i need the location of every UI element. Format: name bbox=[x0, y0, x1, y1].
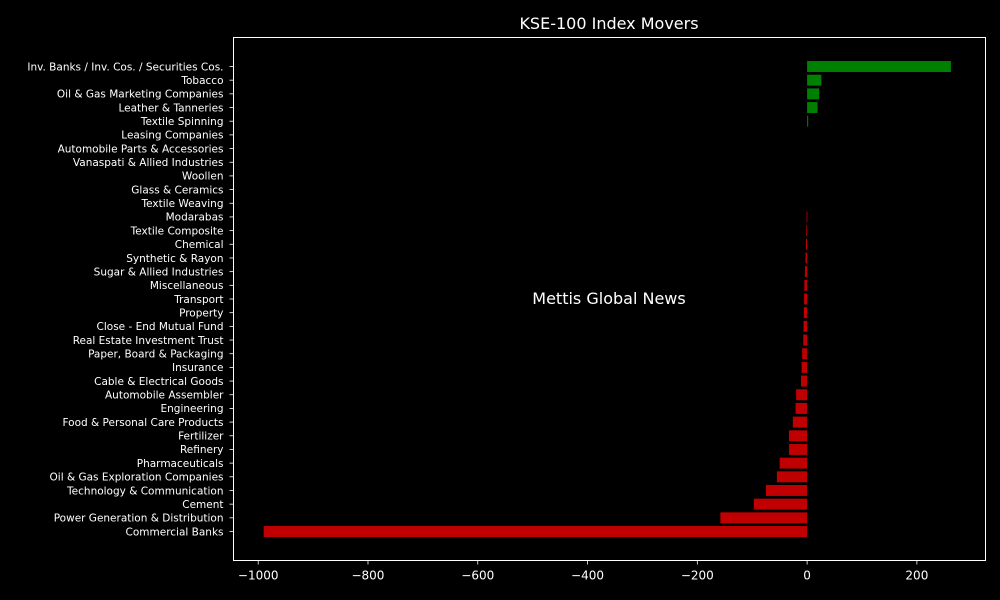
bar-cement bbox=[753, 498, 808, 510]
bar-close-end-mutual-fund bbox=[803, 320, 808, 332]
category-label-transport: Transport bbox=[173, 294, 223, 306]
bar-technology-communication bbox=[765, 485, 808, 496]
category-label-cement: Cement bbox=[182, 499, 223, 511]
category-label-textile-spinning: Textile Spinning bbox=[140, 116, 224, 128]
bar-oil-gas-exploration-companies bbox=[776, 471, 808, 483]
category-label-engineering: Engineering bbox=[161, 403, 224, 415]
bar-real-estate-investment-trust bbox=[803, 334, 808, 346]
category-label-glass-ceramics: Glass & Ceramics bbox=[131, 184, 223, 196]
bar-pharmaceuticals bbox=[779, 457, 808, 469]
category-label-cable-electrical-goods: Cable & Electrical Goods bbox=[94, 376, 223, 388]
x-tick-label: −600 bbox=[461, 569, 494, 583]
category-label-vanaspati-allied-industries: Vanaspati & Allied Industries bbox=[73, 157, 224, 169]
category-labels: Inv. Banks / Inv. Cos. / Securities Cos.… bbox=[27, 61, 234, 538]
category-label-leather-tanneries: Leather & Tanneries bbox=[118, 102, 223, 114]
category-label-tobacco: Tobacco bbox=[180, 75, 223, 87]
category-label-technology-communication: Technology & Communication bbox=[66, 485, 223, 497]
bar-fertilizer bbox=[788, 430, 808, 442]
bar-sugar-allied-industries bbox=[804, 266, 808, 278]
category-label-textile-weaving: Textile Weaving bbox=[141, 198, 224, 210]
bar-inv-banks-inv-cos-securities-cos bbox=[807, 61, 951, 72]
bar-leather-tanneries bbox=[807, 102, 818, 113]
chart-title: KSE-100 Index Movers bbox=[519, 14, 698, 33]
x-tick-label: −200 bbox=[681, 569, 714, 583]
category-label-woollen: Woollen bbox=[182, 171, 224, 183]
category-label-sugar-allied-industries: Sugar & Allied Industries bbox=[94, 266, 224, 278]
x-tick-label: −800 bbox=[351, 569, 384, 583]
bar-food-personal-care-products bbox=[792, 416, 808, 428]
x-axis-ticks: −1000 −800 −600 −400 −200 0 200 bbox=[238, 560, 928, 583]
bar-chemical bbox=[806, 238, 808, 250]
bar-tobacco bbox=[807, 74, 822, 86]
category-label-food-personal-care-products: Food & Personal Care Products bbox=[62, 417, 223, 429]
x-tick-label: 200 bbox=[905, 569, 928, 583]
x-tick-label: 0 bbox=[803, 569, 811, 583]
bar-insurance bbox=[801, 361, 808, 373]
category-label-textile-composite: Textile Composite bbox=[130, 225, 224, 237]
category-label-close-end-mutual-fund: Close - End Mutual Fund bbox=[97, 321, 224, 333]
bar-group bbox=[263, 61, 951, 537]
bar-paper-board-packaging bbox=[802, 348, 808, 360]
category-label-modarabas: Modarabas bbox=[166, 212, 224, 224]
x-tick-label: −1000 bbox=[238, 569, 279, 583]
category-label-automobile-parts-accessories: Automobile Parts & Accessories bbox=[58, 143, 224, 155]
category-label-miscellaneous: Miscellaneous bbox=[150, 280, 224, 292]
category-label-fertilizer: Fertilizer bbox=[178, 431, 224, 443]
bar-miscellaneous bbox=[804, 279, 808, 291]
bar-commercial-banks bbox=[263, 526, 808, 537]
bar-automobile-assembler bbox=[796, 389, 808, 401]
category-label-refinery: Refinery bbox=[180, 444, 224, 456]
category-label-leasing-companies: Leasing Companies bbox=[121, 130, 223, 142]
category-label-real-estate-investment-trust: Real Estate Investment Trust bbox=[73, 335, 224, 347]
bar-textile-composite bbox=[806, 225, 808, 237]
bar-refinery bbox=[788, 443, 808, 455]
category-label-commercial-banks: Commercial Banks bbox=[126, 526, 224, 538]
bar-oil-gas-marketing-companies bbox=[807, 88, 820, 100]
bar-power-generation-distribution bbox=[720, 512, 808, 524]
category-label-synthetic-rayon: Synthetic & Rayon bbox=[126, 253, 223, 265]
bar-synthetic-rayon bbox=[805, 252, 808, 264]
category-label-paper-board-packaging: Paper, Board & Packaging bbox=[88, 349, 223, 361]
bar-textile-spinning bbox=[807, 115, 809, 127]
bar-cable-electrical-goods bbox=[801, 375, 808, 387]
bar-transport bbox=[804, 293, 808, 305]
category-label-oil-gas-marketing-companies: Oil & Gas Marketing Companies bbox=[57, 89, 224, 101]
category-label-chemical: Chemical bbox=[175, 239, 224, 251]
bar-engineering bbox=[795, 402, 808, 414]
category-label-pharmaceuticals: Pharmaceuticals bbox=[137, 458, 224, 470]
bar-property bbox=[803, 307, 808, 319]
x-tick-label: −400 bbox=[571, 569, 604, 583]
category-label-property: Property bbox=[179, 307, 223, 319]
category-label-oil-gas-exploration-companies: Oil & Gas Exploration Companies bbox=[50, 472, 224, 484]
bar-modarabas bbox=[806, 211, 808, 223]
category-label-power-generation-distribution: Power Generation & Distribution bbox=[54, 513, 224, 525]
category-label-insurance: Insurance bbox=[172, 362, 224, 374]
watermark-text: Mettis Global News bbox=[532, 289, 685, 308]
category-label-inv-banks-inv-cos-securities-cos: Inv. Banks / Inv. Cos. / Securities Cos. bbox=[27, 61, 223, 73]
category-label-automobile-assembler: Automobile Assembler bbox=[105, 390, 224, 402]
